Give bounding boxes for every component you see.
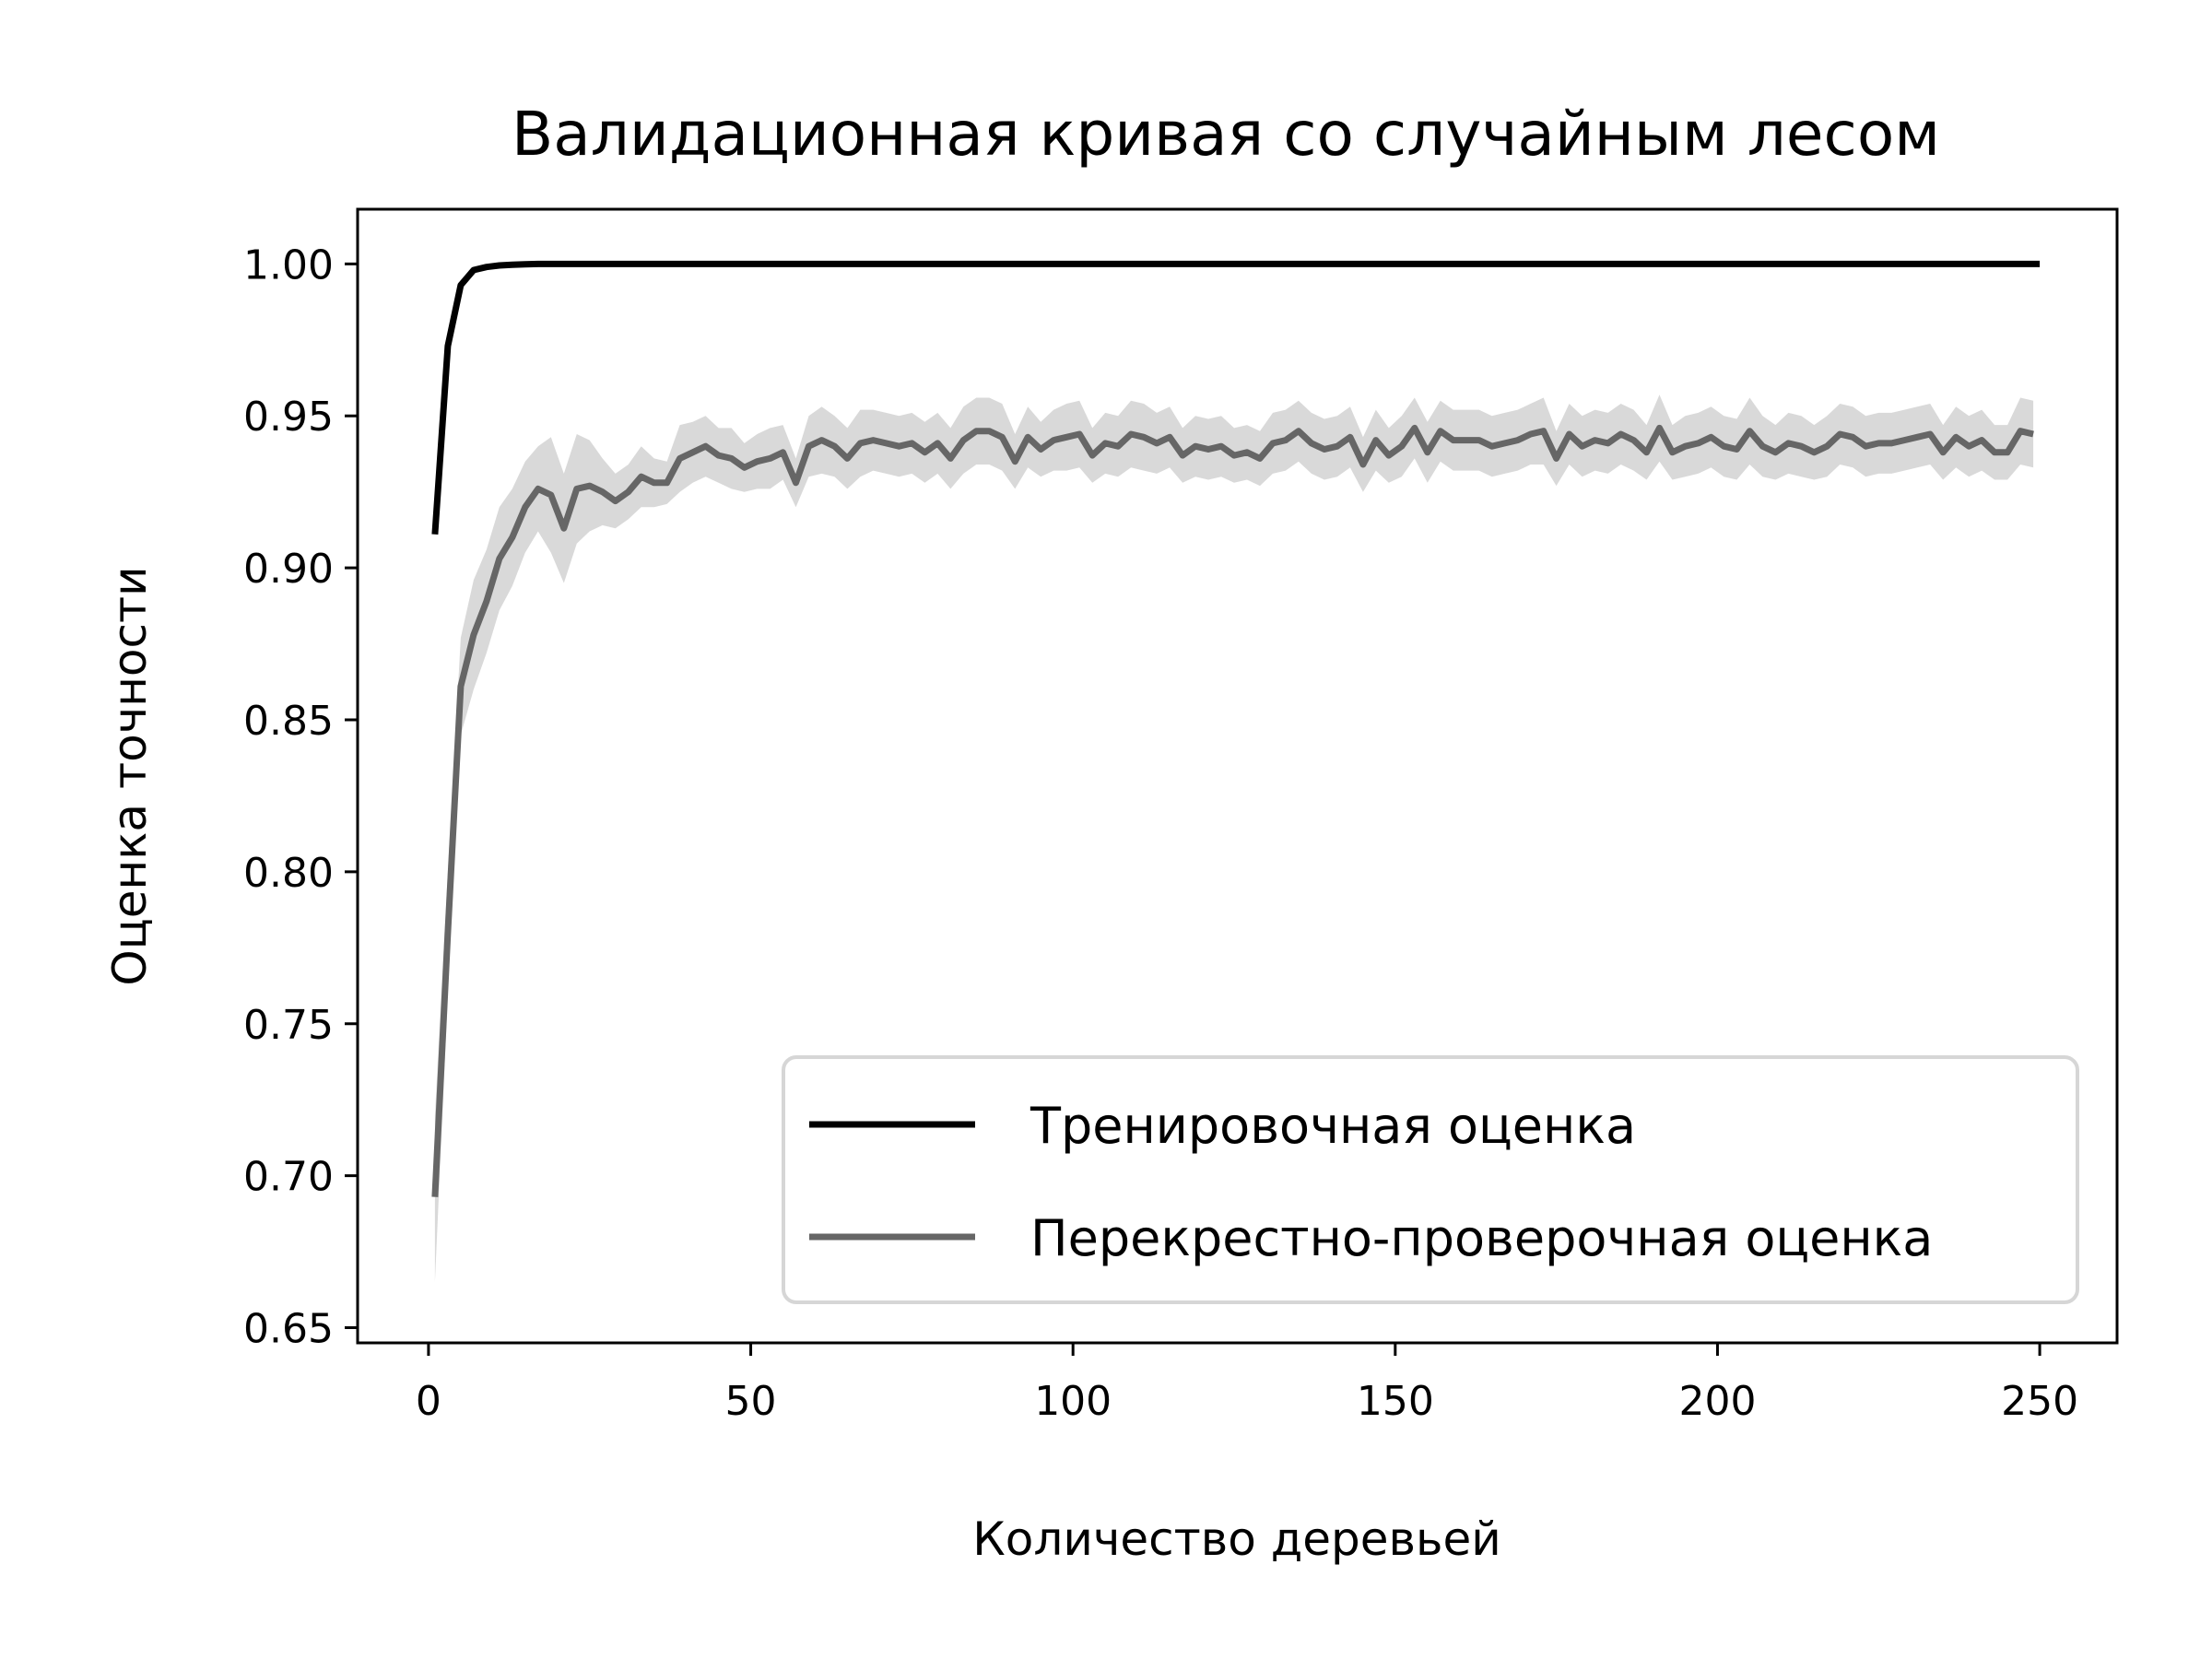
plot-frame [356, 207, 2119, 1345]
legend-box [782, 1055, 2079, 1304]
x-tick-label: 250 [2001, 1378, 2078, 1425]
legend: Тренировочная оценка Перекрестно-проверо… [782, 1055, 2079, 1304]
legend-label-train: Тренировочная оценка [1030, 1097, 1636, 1155]
x-tick-label: 50 [725, 1378, 777, 1425]
chart-title: Валидационная кривая со случайным лесом [512, 99, 1940, 170]
series-line-layer [431, 260, 2041, 1197]
y-tick-label: 0.80 [243, 850, 334, 897]
x-axis: 0 50 100 150 200 250 [416, 1343, 2078, 1425]
cv-score-line [431, 424, 2034, 1197]
y-tick-label: 1.00 [243, 241, 334, 288]
y-tick-label: 0.95 [243, 394, 334, 441]
legend-label-cv: Перекрестно-проверочная оценка [1030, 1209, 1933, 1267]
x-tick-label: 150 [1357, 1378, 1434, 1425]
x-tick-label: 200 [1678, 1378, 1756, 1425]
y-tick-label: 0.65 [243, 1306, 334, 1353]
y-tick-label: 0.85 [243, 698, 334, 745]
x-tick-label: 100 [1034, 1378, 1112, 1425]
y-tick-label: 0.70 [243, 1154, 334, 1201]
y-axis: 0.65 0.70 0.75 0.80 0.85 0.90 0.95 1.00 [243, 241, 358, 1353]
x-tick-label: 0 [416, 1378, 441, 1425]
y-tick-label: 0.75 [243, 1002, 334, 1049]
y-axis-label: Оценка точности [103, 566, 157, 985]
cv-score-band [434, 394, 2034, 1282]
y-tick-label: 0.90 [243, 546, 334, 593]
x-axis-label: Количество деревьей [972, 1512, 1500, 1566]
train-score-line [431, 260, 2041, 535]
cv-score-band-layer [434, 394, 2034, 1282]
